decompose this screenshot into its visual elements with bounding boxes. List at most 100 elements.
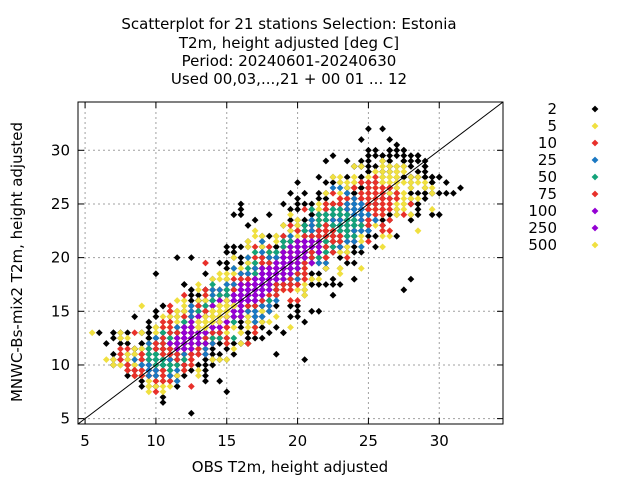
scatter-point: [386, 211, 394, 219]
scatter-point: [258, 259, 266, 267]
scatter-point: [265, 243, 273, 251]
scatter-point: [173, 383, 181, 390]
legend-marker: [591, 173, 599, 181]
scatter-point: [131, 361, 139, 369]
legend-marker: [591, 241, 599, 249]
scatter-point: [414, 157, 422, 165]
scatter-point: [301, 318, 309, 326]
legend-marker: [591, 207, 599, 215]
scatter-point: [421, 168, 429, 176]
scatter-point: [365, 157, 372, 165]
scatter-point: [159, 302, 167, 310]
scatter-point: [131, 372, 139, 380]
scatter-point: [195, 302, 202, 310]
scatter-point: [315, 243, 323, 251]
scatter-point: [166, 318, 174, 326]
scatter-point: [315, 173, 323, 181]
scatter-point: [287, 270, 294, 278]
scatter-point: [223, 340, 231, 347]
scatter-point: [357, 157, 365, 165]
scatter-point: [329, 275, 337, 283]
scatter-point: [209, 302, 216, 310]
scatter-point: [372, 216, 379, 224]
scatter-point: [187, 313, 195, 321]
scatter-point: [308, 270, 316, 278]
scatter-point: [272, 248, 280, 256]
scatter-point: [393, 195, 401, 202]
scatter-point: [244, 313, 252, 321]
scatter-point: [202, 291, 209, 299]
scatter-point: [138, 329, 146, 337]
scatter-point: [294, 302, 301, 310]
scatter-point: [379, 211, 386, 219]
scatter-point: [138, 340, 146, 347]
scatter-point: [350, 227, 358, 235]
chart-title: Scatterplot for 21 stations Selection: E…: [121, 15, 456, 88]
scatter-point: [251, 307, 259, 315]
scatter-point: [379, 243, 386, 251]
scatter-point: [329, 179, 337, 186]
scatter-point: [287, 313, 294, 321]
scatter-point: [195, 350, 202, 358]
scatter-point: [124, 334, 131, 342]
scatter-point: [365, 232, 372, 240]
scatter-point: [329, 248, 337, 256]
scatter-point: [294, 281, 301, 288]
y-tick-label: 15: [51, 302, 70, 320]
scatter-point: [336, 243, 344, 251]
scatter-point: [244, 222, 252, 229]
scatter-point: [216, 356, 224, 363]
scatter-point: [195, 366, 202, 374]
scatter-point: [251, 302, 259, 310]
scatter-point: [152, 334, 160, 342]
scatter-point: [343, 189, 351, 197]
scatter-point: [265, 302, 273, 310]
scatter-point: [372, 211, 379, 219]
scatter-point: [372, 184, 379, 192]
scatter-point: [138, 350, 146, 358]
scatter-point: [357, 195, 365, 202]
scatter-point: [202, 356, 209, 363]
scatter-point: [421, 195, 429, 202]
scatter-point: [223, 324, 231, 331]
scatter-point: [237, 313, 245, 321]
scatter-point: [336, 248, 344, 256]
scatter-point: [365, 216, 372, 224]
scatter-point: [209, 345, 216, 353]
scatter-point: [187, 350, 195, 358]
scatter-point: [223, 275, 231, 283]
scatter-point: [251, 329, 259, 337]
scatter-point: [372, 168, 379, 176]
scatter-point: [400, 189, 408, 197]
scatter-point: [365, 205, 372, 213]
scatter-point: [357, 216, 365, 224]
scatter-point: [343, 227, 351, 235]
scatter-point: [237, 259, 245, 267]
scatter-point: [187, 409, 195, 417]
scatter-point: [244, 318, 252, 326]
scatter-point: [280, 238, 287, 245]
scatter-point: [435, 189, 443, 197]
scatter-point: [350, 248, 358, 256]
y-tick-label: 30: [51, 141, 70, 159]
scatter-point: [414, 179, 422, 186]
scatter-point: [287, 275, 294, 283]
scatter-point: [280, 243, 287, 251]
scatter-point: [414, 205, 422, 213]
scatter-point: [251, 216, 259, 224]
scatter-point: [407, 200, 415, 208]
scatter-point: [287, 205, 294, 213]
scatter-point: [230, 270, 238, 278]
scatter-point: [216, 318, 224, 326]
scatter-point: [251, 324, 259, 331]
scatter-point: [202, 372, 209, 380]
scatter-point: [173, 340, 181, 347]
scatter-point: [159, 361, 167, 369]
scatter-point: [124, 345, 131, 353]
scatter-point: [357, 222, 365, 229]
scatter-point: [308, 254, 316, 262]
scatter-point: [152, 340, 160, 347]
scatter-point: [421, 189, 429, 197]
scatter-point: [365, 238, 372, 245]
scatter-point: [272, 286, 280, 294]
